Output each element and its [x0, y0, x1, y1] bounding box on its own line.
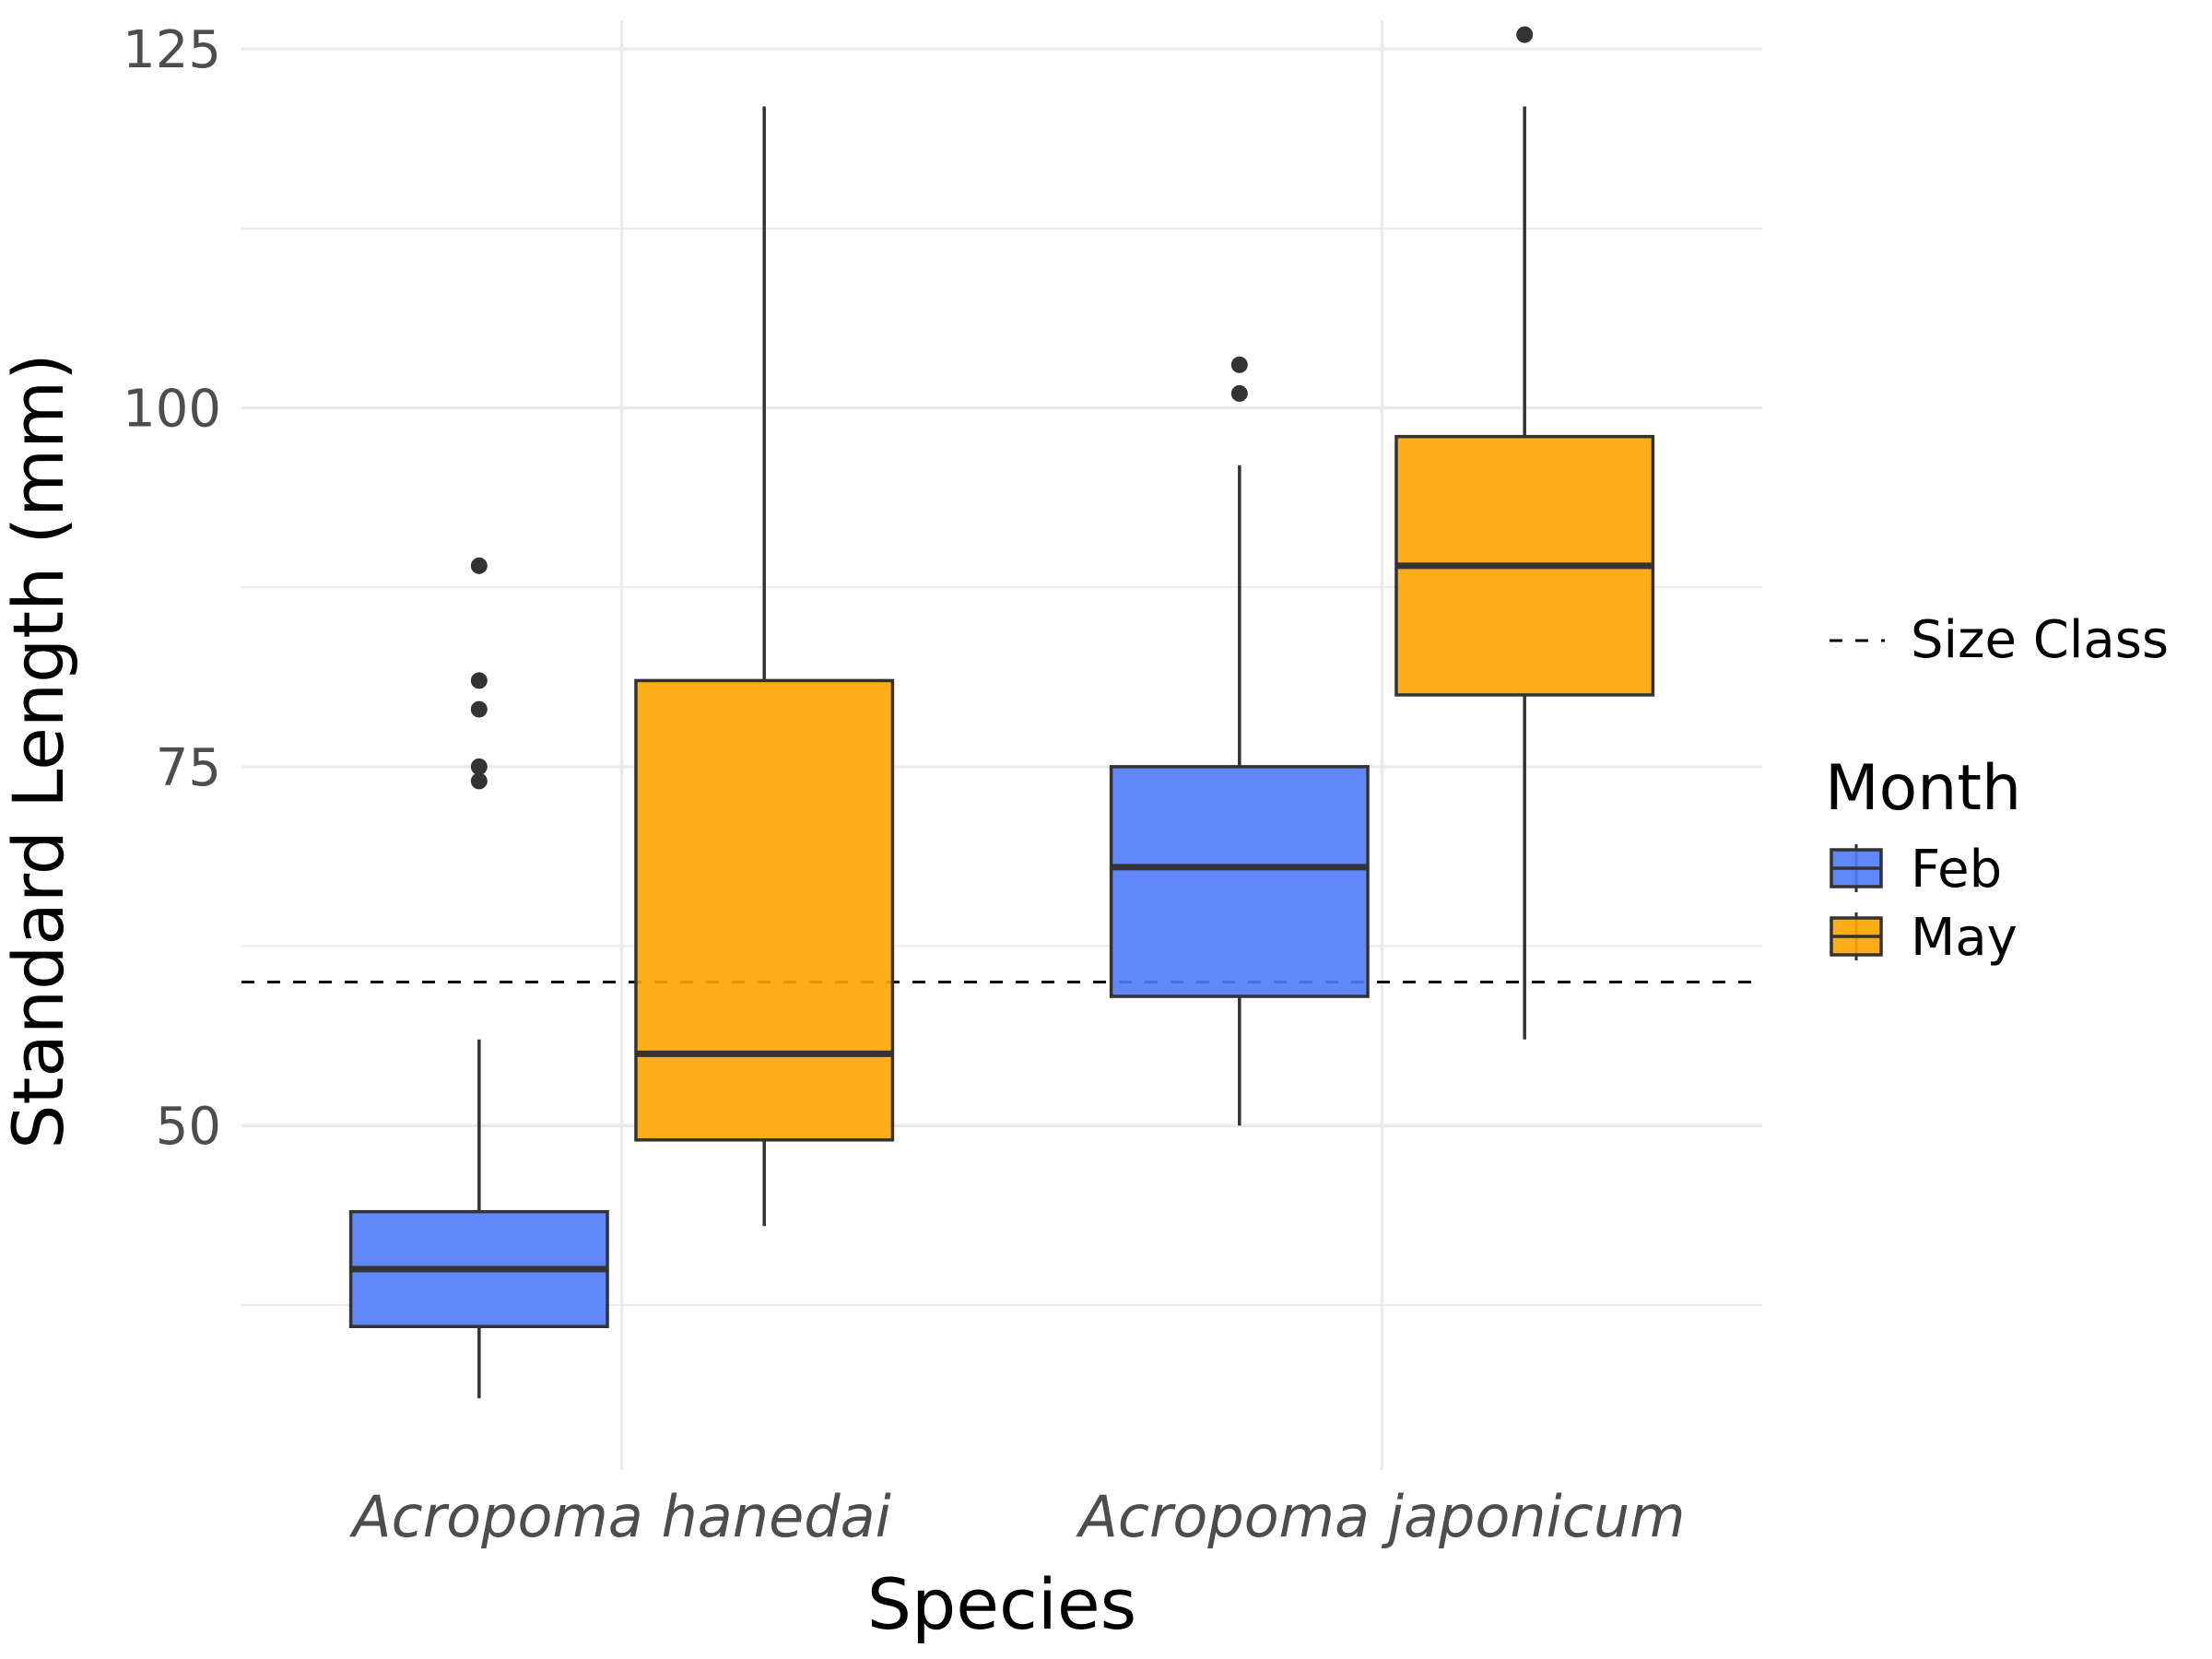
legend-size-class-label: Size Class [1911, 610, 2169, 670]
y-tick-label: 75 [156, 738, 221, 798]
box-body [634, 678, 895, 1142]
x-tick-label: Acropoma japonicum [1075, 1483, 1685, 1550]
outlier-point [470, 758, 488, 775]
y-tick-label: 100 [123, 380, 221, 440]
outlier-point [470, 700, 488, 718]
legend-item-label: Feb [1911, 840, 2002, 900]
box-may [1394, 26, 1655, 1040]
x-tick-labels: Acropoma hanedai Acropoma japonicum [348, 1483, 1685, 1550]
legend-title: Month [1825, 752, 2021, 825]
outlier-point [470, 672, 488, 689]
box-feb [1109, 356, 1370, 1126]
outlier-point [1516, 26, 1534, 43]
y-tick-labels: 50 75 100 125 [123, 20, 221, 1157]
boxes [348, 26, 1655, 1399]
legend: Size Class Month Feb May [1825, 610, 2169, 968]
legend-item-may: May [1830, 908, 2018, 968]
legend-item-label: May [1911, 908, 2018, 968]
box-may [634, 106, 895, 1227]
x-axis-title: Species [867, 1563, 1137, 1645]
outlier-point [470, 772, 488, 790]
legend-item-feb: Feb [1830, 840, 2002, 900]
outlier-point [470, 557, 488, 574]
y-tick-label: 125 [123, 20, 221, 80]
y-axis-title: Standard Length (mm) [0, 353, 79, 1149]
y-tick-label: 50 [156, 1097, 221, 1157]
box-feb [348, 557, 609, 1399]
grid [241, 20, 1762, 1470]
box-body [1109, 765, 1370, 998]
legend-items: Feb May [1830, 840, 2018, 968]
outlier-point [1230, 384, 1248, 402]
outlier-point [1230, 356, 1248, 373]
x-tick-label: Acropoma hanedai [348, 1483, 891, 1550]
